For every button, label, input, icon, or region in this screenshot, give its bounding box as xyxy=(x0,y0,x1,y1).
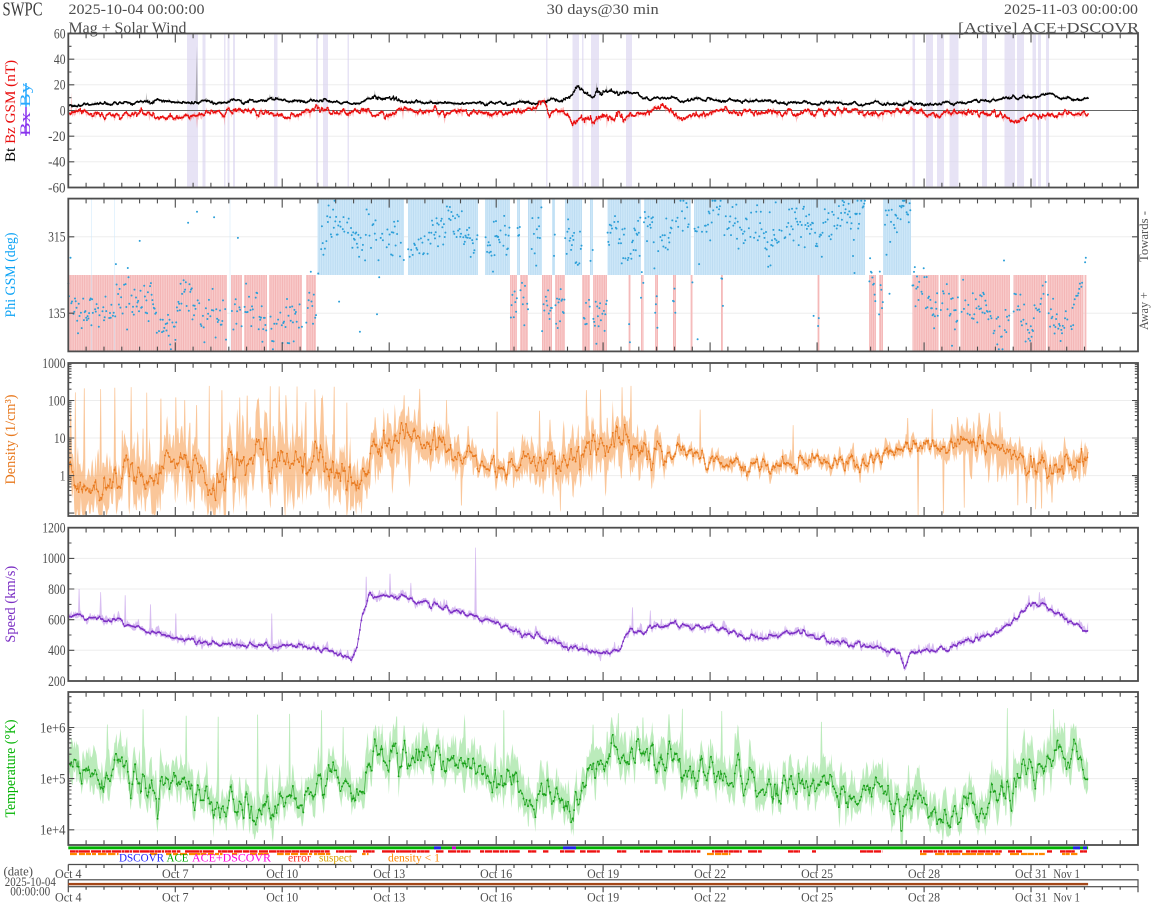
svg-text:Oct 28: Oct 28 xyxy=(908,867,940,881)
svg-text:DSCOVR: DSCOVR xyxy=(119,851,164,865)
svg-text:200: 200 xyxy=(48,674,65,690)
svg-text:-20: -20 xyxy=(48,129,65,145)
svg-text:1e+5: 1e+5 xyxy=(40,771,66,787)
svg-text:600: 600 xyxy=(48,612,65,628)
svg-text:-40: -40 xyxy=(48,155,65,171)
svg-text:315: 315 xyxy=(48,230,65,246)
svg-text:Oct 31: Oct 31 xyxy=(1015,891,1047,905)
svg-text:Bx By: Bx By xyxy=(18,82,34,136)
svg-text:1: 1 xyxy=(60,468,66,484)
svg-text:1200: 1200 xyxy=(42,521,65,537)
svg-text:Temperature (°K): Temperature (°K) xyxy=(3,720,19,818)
svg-text:density < 1: density < 1 xyxy=(388,851,440,865)
svg-text:400: 400 xyxy=(48,643,65,659)
svg-text:error: error xyxy=(288,851,311,865)
svg-text:Away +: Away + xyxy=(1136,292,1151,330)
svg-text:1e+4: 1e+4 xyxy=(40,823,66,839)
svg-text:Oct 10: Oct 10 xyxy=(266,891,298,905)
svg-text:Oct 22: Oct 22 xyxy=(694,891,726,905)
svg-text:1000: 1000 xyxy=(42,551,65,567)
svg-text:Oct 22: Oct 22 xyxy=(694,867,726,881)
svg-text:Oct 10: Oct 10 xyxy=(266,867,298,881)
svg-text:Density (1/cm³): Density (1/cm³) xyxy=(3,395,19,485)
svg-text:ACE: ACE xyxy=(167,851,189,865)
svg-text:Oct 7: Oct 7 xyxy=(162,891,189,905)
svg-text:40: 40 xyxy=(54,52,66,68)
svg-text:800: 800 xyxy=(48,582,65,598)
svg-text:Oct 19: Oct 19 xyxy=(587,867,619,881)
svg-text:60: 60 xyxy=(54,26,66,42)
svg-text:2025-11-03 00:00:00: 2025-11-03 00:00:00 xyxy=(1004,2,1138,18)
svg-text:Phi GSM (deg): Phi GSM (deg) xyxy=(3,232,19,317)
svg-text:20: 20 xyxy=(54,78,66,94)
svg-text:1000: 1000 xyxy=(42,356,65,372)
svg-text:Oct 28: Oct 28 xyxy=(908,891,940,905)
svg-text:Nov 1: Nov 1 xyxy=(1053,891,1080,905)
svg-text:Oct 31: Oct 31 xyxy=(1015,867,1047,881)
svg-text:ACE+DSCOVR: ACE+DSCOVR xyxy=(192,851,271,865)
svg-text:Speed (km/s): Speed (km/s) xyxy=(3,566,19,643)
svg-text:suspect: suspect xyxy=(319,851,353,865)
svg-text:Oct 25: Oct 25 xyxy=(801,891,833,905)
svg-text:[Active] ACE+DSCOVR: [Active] ACE+DSCOVR xyxy=(958,21,1139,37)
svg-text:10: 10 xyxy=(54,431,66,447)
svg-text:Oct 16: Oct 16 xyxy=(480,867,512,881)
svg-text:30 days@30 min: 30 days@30 min xyxy=(547,2,660,18)
svg-text:(date): (date) xyxy=(4,864,34,879)
svg-text:Oct 16: Oct 16 xyxy=(480,891,512,905)
svg-text:Oct 4: Oct 4 xyxy=(55,891,82,905)
svg-text:Towards -: Towards - xyxy=(1136,211,1151,262)
svg-text:Bt Bz GSM (nT): Bt Bz GSM (nT) xyxy=(3,60,19,162)
svg-text:2025-10-04: 2025-10-04 xyxy=(5,874,56,889)
svg-text:-60: -60 xyxy=(48,180,65,196)
svg-text:0: 0 xyxy=(60,103,66,119)
svg-text:Oct 19: Oct 19 xyxy=(587,891,619,905)
svg-text:135: 135 xyxy=(48,306,65,322)
svg-text:Nov 1: Nov 1 xyxy=(1053,867,1080,881)
svg-text:SWPC: SWPC xyxy=(3,0,43,21)
svg-text:Oct 13: Oct 13 xyxy=(373,867,405,881)
svg-text:100: 100 xyxy=(48,393,65,409)
svg-text:Oct 13: Oct 13 xyxy=(373,891,405,905)
svg-text:Oct 25: Oct 25 xyxy=(801,867,833,881)
svg-text:1e+6: 1e+6 xyxy=(40,720,66,736)
svg-text:Oct 7: Oct 7 xyxy=(162,867,189,881)
svg-text:2025-10-04 00:00:00: 2025-10-04 00:00:00 xyxy=(69,2,205,18)
svg-text:00:00:00: 00:00:00 xyxy=(10,884,50,899)
svg-text:Oct 4: Oct 4 xyxy=(55,867,82,881)
